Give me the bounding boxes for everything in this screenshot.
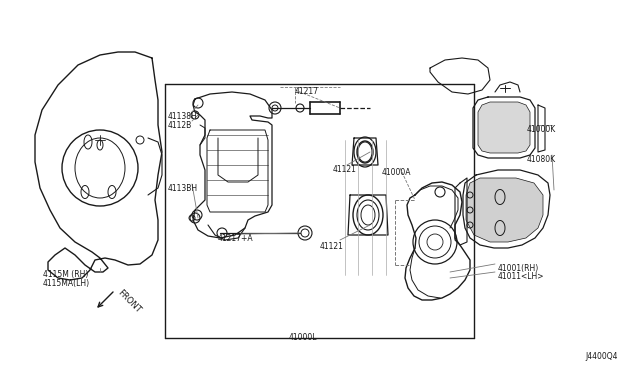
Text: J4400Q4: J4400Q4 (585, 352, 618, 361)
Text: 4112B: 4112B (168, 121, 192, 130)
Text: 41121: 41121 (333, 165, 357, 174)
Text: 4115M (RH): 4115M (RH) (43, 270, 88, 279)
Text: 41217+A: 41217+A (218, 234, 253, 243)
Polygon shape (466, 178, 543, 242)
Text: 41001(RH): 41001(RH) (498, 264, 540, 273)
Text: FRONT: FRONT (116, 288, 143, 315)
Text: 41011<LH>: 41011<LH> (498, 272, 545, 281)
Text: 41000A: 41000A (382, 168, 412, 177)
Text: 41080K: 41080K (527, 155, 556, 164)
Text: 41138H: 41138H (168, 112, 198, 121)
Text: 41000K: 41000K (527, 125, 556, 134)
Text: 4115MA(LH): 4115MA(LH) (43, 279, 90, 288)
Polygon shape (478, 102, 530, 153)
Text: 41217: 41217 (295, 87, 319, 96)
Text: 41000L: 41000L (289, 333, 317, 342)
Text: 41121: 41121 (320, 242, 344, 251)
Text: 4113BH: 4113BH (168, 184, 198, 193)
